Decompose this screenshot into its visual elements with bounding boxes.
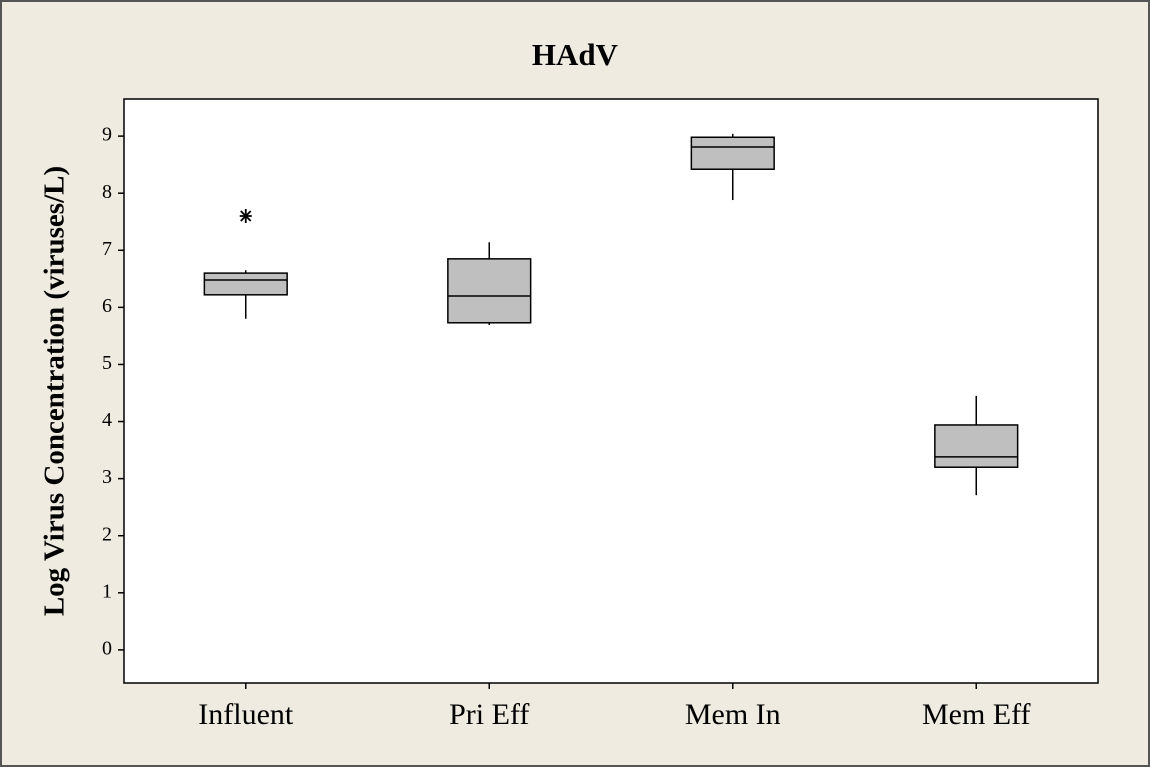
y-tick-label: 8 xyxy=(102,181,112,203)
x-tick-label: Mem Eff xyxy=(922,698,1031,731)
y-tick-label: 7 xyxy=(102,238,112,260)
y-axis-label: Log Virus Concentration (viruses/L) xyxy=(39,166,71,616)
y-tick-label: 6 xyxy=(102,295,112,317)
box xyxy=(690,136,775,170)
y-tick-label: 4 xyxy=(102,409,112,431)
y-tick-label: 0 xyxy=(102,637,112,659)
outlier xyxy=(239,209,252,224)
x-tick-label: Mem In xyxy=(685,698,781,731)
y-tick-label: 2 xyxy=(102,523,112,545)
x-tick-label: Pri Eff xyxy=(449,698,529,731)
box xyxy=(203,272,288,296)
plot-area xyxy=(123,98,1099,684)
y-tick-label: 3 xyxy=(102,466,112,488)
y-tick-label: 5 xyxy=(102,352,112,374)
box xyxy=(934,424,1019,468)
x-tick-label: Influent xyxy=(198,698,294,731)
box xyxy=(447,258,532,324)
y-tick-label: 1 xyxy=(102,580,112,602)
y-tick-label: 9 xyxy=(102,124,112,146)
chart-title: HAdV xyxy=(532,37,619,72)
